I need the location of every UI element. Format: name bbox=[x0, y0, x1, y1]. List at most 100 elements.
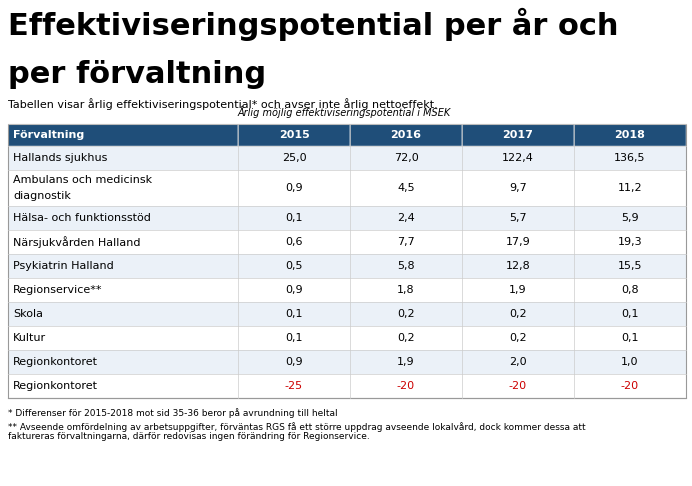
Text: Regionkontoret: Regionkontoret bbox=[13, 381, 98, 391]
Bar bbox=[238, 206, 350, 230]
Text: 0,1: 0,1 bbox=[621, 333, 639, 343]
Bar bbox=[462, 146, 574, 170]
Text: 1,9: 1,9 bbox=[509, 285, 527, 295]
Text: Förvaltning: Förvaltning bbox=[13, 130, 84, 140]
Bar bbox=[238, 230, 350, 254]
Text: 2017: 2017 bbox=[502, 130, 534, 140]
Text: 0,9: 0,9 bbox=[285, 183, 303, 193]
Text: 122,4: 122,4 bbox=[502, 153, 534, 163]
Bar bbox=[8, 374, 238, 398]
Text: -20: -20 bbox=[397, 381, 415, 391]
Bar bbox=[350, 374, 462, 398]
Bar bbox=[462, 254, 574, 278]
Bar bbox=[574, 124, 686, 146]
Text: 25,0: 25,0 bbox=[282, 153, 307, 163]
Text: * Differenser för 2015-2018 mot sid 35-36 beror på avrundning till heltal: * Differenser för 2015-2018 mot sid 35-3… bbox=[8, 408, 338, 418]
Text: Hälsa- och funktionsstöd: Hälsa- och funktionsstöd bbox=[13, 213, 151, 223]
Bar bbox=[574, 170, 686, 206]
Text: Regionservice**: Regionservice** bbox=[13, 285, 102, 295]
Bar bbox=[462, 350, 574, 374]
Text: 2,0: 2,0 bbox=[509, 357, 527, 367]
Text: 0,1: 0,1 bbox=[285, 333, 303, 343]
Bar bbox=[8, 302, 238, 326]
Bar bbox=[238, 350, 350, 374]
Bar bbox=[574, 230, 686, 254]
Bar bbox=[462, 302, 574, 326]
Bar bbox=[350, 124, 462, 146]
Bar bbox=[462, 326, 574, 350]
Text: 12,8: 12,8 bbox=[506, 261, 530, 271]
Text: -20: -20 bbox=[621, 381, 639, 391]
Text: Tabellen visar årlig effektiviseringspotential* och avser inte årlig nettoeffekt: Tabellen visar årlig effektiviseringspot… bbox=[8, 98, 438, 110]
Bar bbox=[462, 374, 574, 398]
Text: 2018: 2018 bbox=[614, 130, 646, 140]
Bar bbox=[238, 146, 350, 170]
Bar bbox=[462, 170, 574, 206]
Text: 0,9: 0,9 bbox=[285, 357, 303, 367]
Text: 0,1: 0,1 bbox=[285, 309, 303, 319]
Text: 0,2: 0,2 bbox=[397, 333, 415, 343]
Bar bbox=[238, 302, 350, 326]
Text: 0,5: 0,5 bbox=[285, 261, 303, 271]
Text: faktureras förvaltningarna, därför redovisas ingen förändring för Regionservice.: faktureras förvaltningarna, därför redov… bbox=[8, 432, 370, 441]
Text: 1,9: 1,9 bbox=[397, 357, 415, 367]
Bar bbox=[574, 254, 686, 278]
Text: Skola: Skola bbox=[13, 309, 43, 319]
Text: 0,9: 0,9 bbox=[285, 285, 303, 295]
Text: -25: -25 bbox=[285, 381, 303, 391]
Bar bbox=[350, 230, 462, 254]
Text: 0,1: 0,1 bbox=[621, 309, 639, 319]
Text: Hallands sjukhus: Hallands sjukhus bbox=[13, 153, 107, 163]
Text: 0,2: 0,2 bbox=[509, 309, 527, 319]
Bar bbox=[462, 206, 574, 230]
Bar bbox=[574, 278, 686, 302]
Bar bbox=[350, 278, 462, 302]
Text: Effektiviseringspotential per år och: Effektiviseringspotential per år och bbox=[8, 8, 619, 41]
Bar bbox=[574, 146, 686, 170]
Bar bbox=[574, 302, 686, 326]
Text: Psykiatrin Halland: Psykiatrin Halland bbox=[13, 261, 113, 271]
Text: Regionkontoret: Regionkontoret bbox=[13, 357, 98, 367]
Bar bbox=[238, 278, 350, 302]
Text: 1,8: 1,8 bbox=[397, 285, 415, 295]
Text: 0,6: 0,6 bbox=[285, 237, 303, 247]
Bar bbox=[8, 124, 686, 398]
Text: 136,5: 136,5 bbox=[614, 153, 646, 163]
Text: 11,2: 11,2 bbox=[618, 183, 642, 193]
Bar bbox=[350, 326, 462, 350]
Text: 9,7: 9,7 bbox=[509, 183, 527, 193]
Bar bbox=[350, 206, 462, 230]
Text: 7,7: 7,7 bbox=[397, 237, 415, 247]
Text: Närsjukvården Halland: Närsjukvården Halland bbox=[13, 236, 140, 248]
Bar bbox=[8, 124, 238, 146]
Bar bbox=[8, 278, 238, 302]
Text: 19,3: 19,3 bbox=[618, 237, 642, 247]
Bar bbox=[350, 170, 462, 206]
Bar bbox=[238, 124, 350, 146]
Bar bbox=[462, 124, 574, 146]
Bar bbox=[574, 326, 686, 350]
Text: 0,8: 0,8 bbox=[621, 285, 639, 295]
Bar bbox=[8, 230, 238, 254]
Bar bbox=[350, 350, 462, 374]
Bar bbox=[238, 326, 350, 350]
Bar bbox=[8, 146, 238, 170]
Text: 4,5: 4,5 bbox=[397, 183, 415, 193]
Bar bbox=[574, 350, 686, 374]
Text: Kultur: Kultur bbox=[13, 333, 46, 343]
Bar bbox=[8, 350, 238, 374]
Text: 2,4: 2,4 bbox=[397, 213, 415, 223]
Bar bbox=[8, 206, 238, 230]
Bar bbox=[8, 170, 238, 206]
Text: 0,2: 0,2 bbox=[397, 309, 415, 319]
Text: 2015: 2015 bbox=[279, 130, 309, 140]
Bar bbox=[238, 254, 350, 278]
Text: 0,2: 0,2 bbox=[509, 333, 527, 343]
Bar bbox=[238, 374, 350, 398]
Bar bbox=[462, 278, 574, 302]
Text: 15,5: 15,5 bbox=[618, 261, 642, 271]
Text: 5,7: 5,7 bbox=[509, 213, 527, 223]
Bar bbox=[8, 326, 238, 350]
Bar bbox=[574, 206, 686, 230]
Text: 1,0: 1,0 bbox=[621, 357, 639, 367]
